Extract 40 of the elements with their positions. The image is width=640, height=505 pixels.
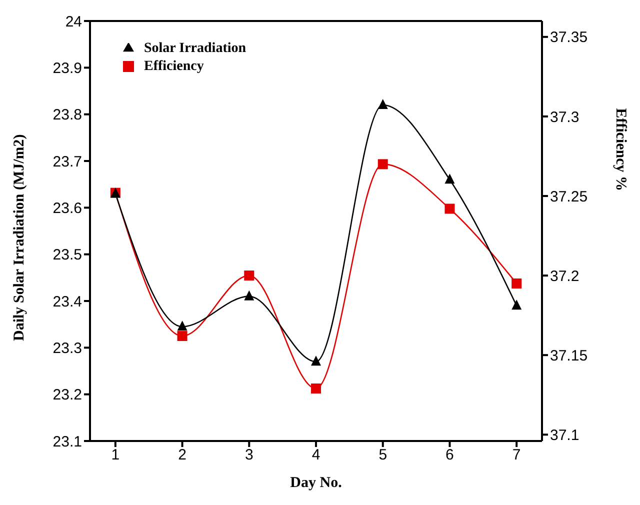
y-tick-label: 23.9: [52, 60, 82, 77]
point: [444, 174, 455, 184]
y-tick-label: 23.2: [52, 386, 82, 404]
x-tick-label: 5: [378, 446, 388, 464]
x-tick-label: 6: [446, 446, 454, 464]
y2-tick-label: 37.2: [550, 268, 580, 285]
y2-tick-label: 37.25: [550, 188, 588, 206]
y-tick-label: 23.3: [52, 340, 82, 357]
point: [378, 99, 388, 109]
y2-tick-label: 37.3: [550, 108, 580, 126]
y2-tick-label: 37.1: [550, 426, 580, 444]
point: [512, 300, 522, 310]
x-tick-label: 3: [244, 446, 254, 464]
y-tick-label: 24: [65, 13, 82, 30]
y-tick-label: 23.7: [52, 153, 82, 170]
y2-tick-label: 37.35: [550, 29, 588, 46]
x-tick-label: 7: [512, 446, 521, 464]
point: [444, 204, 455, 214]
x-axis-title: Day No.: [290, 475, 342, 491]
point: [311, 356, 321, 366]
y2-tick-label: 37.15: [550, 347, 588, 364]
x-tick-label: 4: [312, 446, 320, 464]
point: [244, 290, 254, 300]
y-tick-label: 23.4: [52, 293, 82, 310]
x-tick-label: 2: [178, 446, 186, 464]
y-tick-label: 23.6: [52, 200, 82, 217]
x-tick-label: 1: [111, 446, 120, 464]
legend-label: Efficiency: [144, 59, 204, 74]
point: [244, 270, 254, 281]
point: [177, 331, 188, 341]
point: [378, 159, 388, 170]
y-tick-label: 23.8: [52, 106, 82, 124]
point: [512, 278, 522, 288]
y-tick-label: 23.5: [52, 246, 82, 264]
point: [311, 384, 321, 394]
legend-label: Solar Irradiation: [144, 41, 246, 56]
point: [177, 320, 188, 331]
y-axis-title: Daily Solar Irradiation (MJ/m2): [11, 134, 28, 341]
y-tick-label: 23.1: [52, 433, 82, 450]
y2-axis-title: Efficiency %: [612, 108, 629, 191]
